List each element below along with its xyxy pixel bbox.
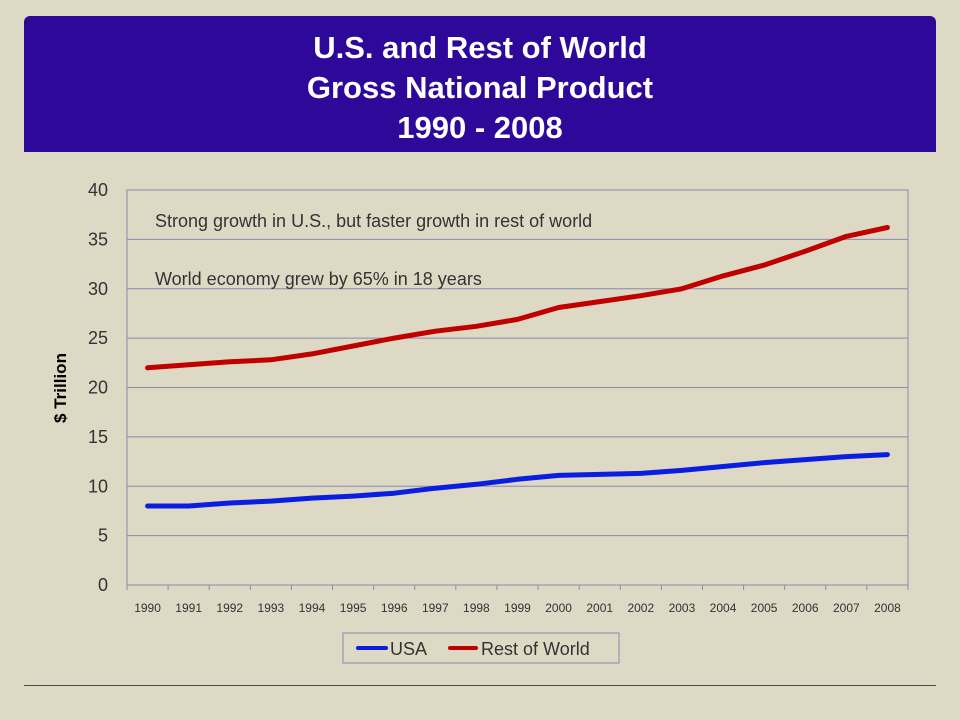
x-tick-label: 2003: [669, 601, 696, 615]
x-tick-marks: [126, 585, 909, 590]
x-tick-label: 2004: [710, 601, 737, 615]
y-tick-label: 5: [98, 526, 108, 546]
y-tick-label: 20: [88, 378, 108, 398]
y-tick-label: 35: [88, 229, 108, 249]
title-line-2: Gross National Product: [306, 70, 654, 105]
x-tick-label: 2005: [751, 601, 778, 615]
y-tick-label: 10: [88, 476, 108, 496]
x-tick-label: 1994: [299, 601, 326, 615]
y-tick-label: 40: [88, 180, 108, 200]
y-tick-labels: 0 5 10 15 20 25 30 35 40: [88, 180, 108, 595]
legend-box: [342, 632, 620, 664]
x-tick-labels: 1990 1991 1992 1993 1994 1995 1996 1997 1998 1999…: [134, 601, 901, 615]
x-tick-label: 2000: [545, 601, 572, 615]
x-tick-label: 2008: [874, 601, 901, 615]
title-line-3: 1990 - 2008: [397, 110, 563, 145]
legend-label-usa: USA: [390, 639, 427, 659]
y-tick-label: 30: [88, 279, 108, 299]
y-tick-label: 0: [98, 575, 108, 595]
x-tick-label: 1997: [422, 601, 449, 615]
series-lines: [145, 225, 890, 509]
title-line-1: U.S. and Rest of World: [313, 30, 647, 65]
x-tick-label: 1993: [258, 601, 285, 615]
x-tick-label: 2006: [792, 601, 819, 615]
annotation-world-growth: World economy grew by 65% in 18 years: [155, 269, 482, 289]
annotation-growth: Strong growth in U.S., but faster growth…: [155, 211, 592, 231]
title-banner: U.S. and Rest of World Gross National Pr…: [24, 16, 936, 152]
y-tick-label: 15: [88, 427, 108, 447]
x-tick-label: 1990: [134, 601, 161, 615]
legend-label-rest-of-world: Rest of World: [481, 639, 590, 659]
x-tick-label: 1995: [340, 601, 367, 615]
series-line-usa: [145, 452, 890, 509]
x-tick-label: 1998: [463, 601, 490, 615]
gridlines: [127, 238, 908, 537]
x-tick-label: 1991: [175, 601, 202, 615]
x-tick-label: 1996: [381, 601, 408, 615]
series-line-rest-of-world: [145, 225, 890, 371]
x-tick-label: 2007: [833, 601, 860, 615]
x-tick-label: 2002: [627, 601, 654, 615]
x-tick-label: 1992: [216, 601, 243, 615]
legend: USA Rest of World: [342, 632, 620, 664]
y-axis-label: $ Trillion: [51, 353, 70, 423]
bottom-divider: [24, 685, 936, 686]
y-tick-label: 25: [88, 328, 108, 348]
x-tick-label: 2001: [586, 601, 613, 615]
x-tick-label: 1999: [504, 601, 531, 615]
